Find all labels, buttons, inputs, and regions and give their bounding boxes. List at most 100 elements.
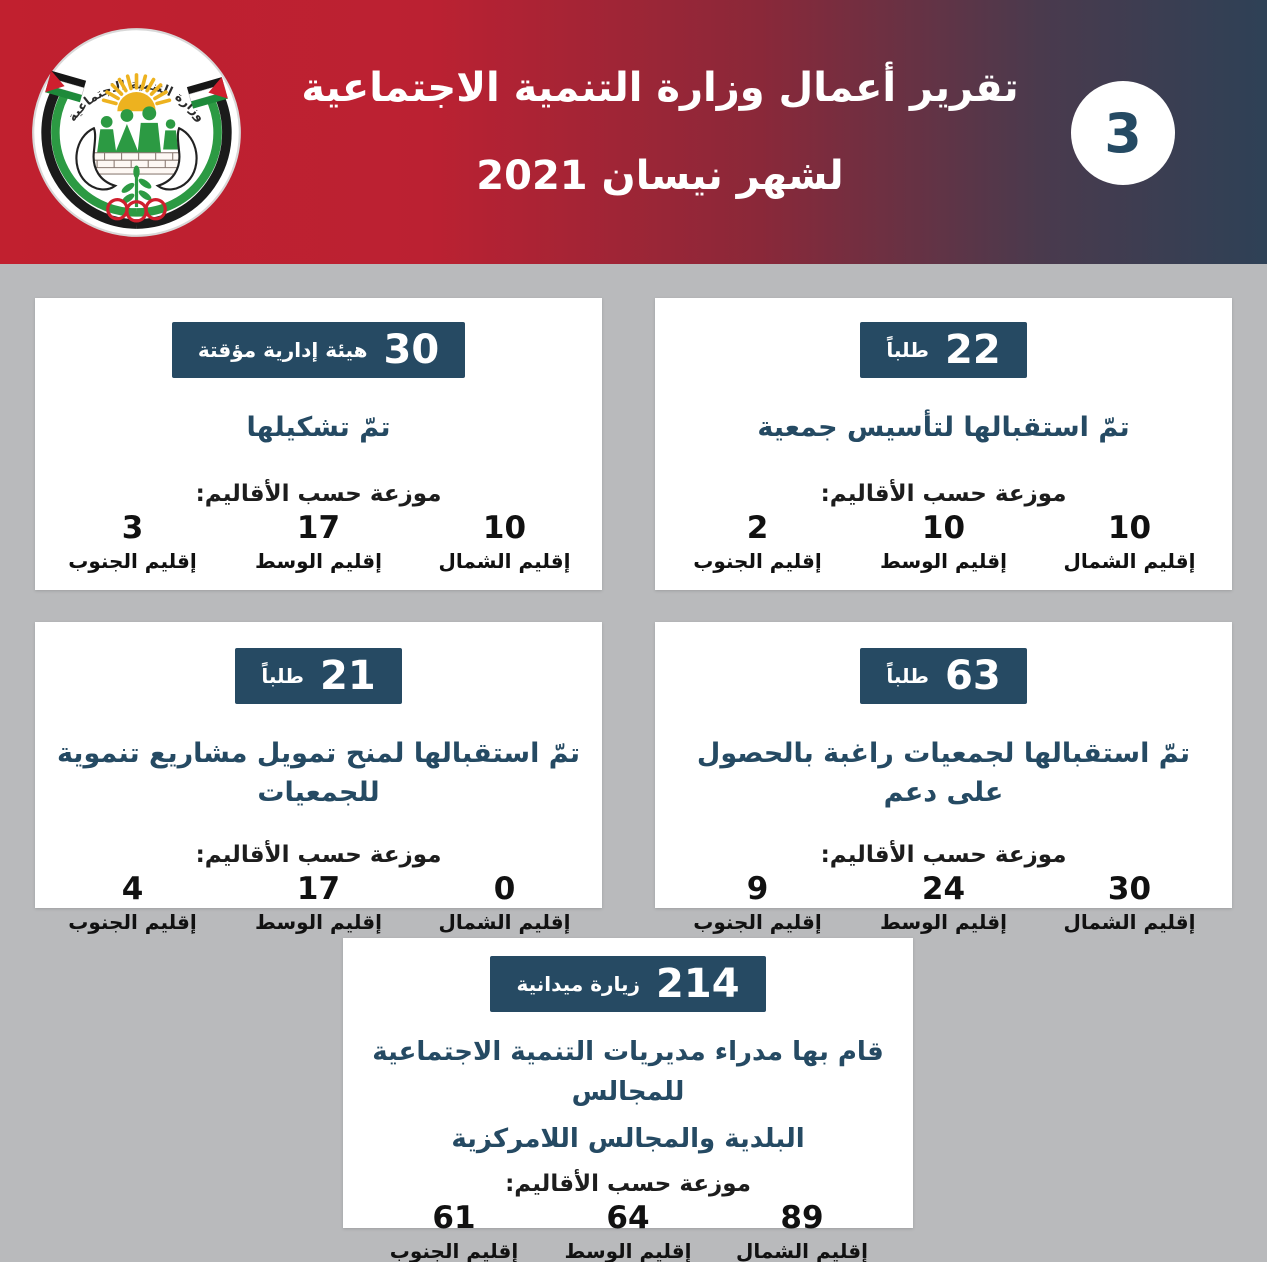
region-item-north: 30 إقليم الشمال bbox=[1054, 872, 1206, 934]
region-item-north: 10 إقليم الشمال bbox=[429, 510, 581, 573]
region-name: إقليم الجنوب bbox=[693, 909, 822, 934]
jordan-flag-icon-left bbox=[45, 70, 87, 103]
region-item-north: 89 إقليم الشمال bbox=[732, 1199, 872, 1262]
page-number: 3 bbox=[1104, 101, 1142, 165]
card-headline: تمّ استقبالها لتأسيس جمعية bbox=[757, 412, 1130, 443]
regions-label: موزعة حسب الأقاليم: bbox=[195, 842, 442, 869]
regions-row: 0 إقليم الشمال 17 إقليم الوسط 4 إقليم ال… bbox=[35, 872, 602, 934]
stat-badge: 22 طلباً bbox=[860, 322, 1027, 378]
card-field-visits: 214 زيارة ميدانية قام بها مدراء مديريات … bbox=[343, 938, 913, 1262]
region-item-south: 61 إقليم الجنوب bbox=[384, 1199, 524, 1262]
region-name: إقليم الوسط bbox=[255, 548, 382, 573]
region-value: 2 bbox=[746, 510, 769, 547]
card-temporary-admin-bodies: 30 هيئة إدارية مؤقتة تمّ تشكيلها موزعة ح… bbox=[35, 298, 602, 590]
region-name: إقليم الشمال bbox=[1063, 909, 1196, 934]
ministry-logo: وزارة التنمية الاجتماعية bbox=[30, 26, 243, 239]
region-name: إقليم الجنوب bbox=[389, 1238, 519, 1262]
wreath-green-left bbox=[51, 94, 137, 217]
card-headline-line2: البلدية والمجالس اللامركزية bbox=[451, 1123, 805, 1154]
region-value: 17 bbox=[296, 871, 341, 908]
region-value: 24 bbox=[921, 871, 966, 908]
region-item-north: 10 إقليم الشمال bbox=[1054, 510, 1206, 573]
region-item-north: 0 إقليم الشمال bbox=[429, 872, 581, 934]
card-headline: تمّ استقبالها لجمعيات راغبة بالحصول على … bbox=[696, 738, 1191, 809]
region-value: 61 bbox=[432, 1199, 476, 1236]
regions-row: 89 إقليم الشمال 64 إقليم الوسط 61 إقليم … bbox=[343, 1199, 913, 1262]
page-number-badge: 3 bbox=[1071, 81, 1175, 185]
region-name: إقليم الشمال bbox=[736, 1238, 868, 1262]
wreath-green-right bbox=[136, 94, 222, 217]
wreath-black-left bbox=[41, 87, 137, 229]
region-name: إقليم الشمال bbox=[1063, 548, 1196, 573]
badge-number: 63 bbox=[945, 653, 1001, 699]
region-value: 17 bbox=[296, 510, 341, 547]
region-name: إقليم الوسط bbox=[880, 909, 1007, 934]
region-item-south: 9 إقليم الجنوب bbox=[682, 872, 834, 934]
card-association-founding-requests: 22 طلباً تمّ استقبالها لتأسيس جمعية موزع… bbox=[655, 298, 1232, 590]
region-value: 10 bbox=[1107, 510, 1152, 547]
card-support-requests: 63 طلباً تمّ استقبالها لجمعيات راغبة بال… bbox=[655, 622, 1232, 934]
region-value: 9 bbox=[746, 871, 769, 908]
card-headline: تمّ استقبالها لمنح تمويل مشاريع تنموية ل… bbox=[56, 738, 581, 809]
page-title: تقرير أعمال وزارة التنمية الاجتماعية لشه… bbox=[250, 0, 1070, 264]
hands-icon bbox=[75, 126, 198, 191]
header-banner: وزارة التنمية الاجتماعية bbox=[0, 0, 1267, 264]
badge-number: 30 bbox=[383, 327, 440, 373]
region-name: إقليم الوسط bbox=[255, 909, 382, 934]
badge-number: 214 bbox=[656, 961, 740, 1007]
page-title-line1: تقرير أعمال وزارة التنمية الاجتماعية bbox=[301, 65, 1019, 111]
sun-disc bbox=[117, 92, 156, 112]
sun-icon bbox=[101, 73, 172, 106]
region-name: إقليم الشمال bbox=[438, 548, 571, 573]
badge-label: طلباً bbox=[886, 338, 930, 362]
badge-number: 22 bbox=[945, 327, 1001, 373]
region-name: إقليم الجنوب bbox=[693, 548, 822, 573]
regions-label: موزعة حسب الأقاليم: bbox=[820, 842, 1067, 869]
region-value: 10 bbox=[482, 510, 527, 547]
region-value: 30 bbox=[1107, 871, 1152, 908]
badge-label: طلباً bbox=[886, 664, 930, 688]
stat-badge: 30 هيئة إدارية مؤقتة bbox=[171, 322, 466, 378]
region-value: 10 bbox=[921, 510, 966, 547]
region-item-center: 17 إقليم الوسط bbox=[243, 510, 395, 573]
regions-label: موزعة حسب الأقاليم: bbox=[195, 481, 442, 508]
region-name: إقليم الجنوب bbox=[68, 548, 197, 573]
stat-badge: 214 زيارة ميدانية bbox=[490, 956, 766, 1012]
family-icon bbox=[97, 106, 179, 153]
badge-number: 21 bbox=[320, 653, 376, 699]
region-item-south: 2 إقليم الجنوب bbox=[682, 510, 834, 573]
stat-badge: 21 طلباً bbox=[235, 648, 402, 704]
card-headline: تمّ تشكيلها bbox=[246, 412, 391, 443]
ministry-logo-icon: وزارة التنمية الاجتماعية bbox=[32, 28, 241, 237]
badge-label: هيئة إدارية مؤقتة bbox=[197, 338, 368, 362]
wreath-black-right bbox=[136, 87, 232, 229]
region-value: 0 bbox=[493, 871, 516, 908]
rings-icon bbox=[106, 197, 167, 223]
region-item-center: 24 إقليم الوسط bbox=[868, 872, 1020, 934]
region-value: 89 bbox=[780, 1199, 824, 1236]
region-name: إقليم الشمال bbox=[438, 909, 571, 934]
badge-label: زيارة ميدانية bbox=[516, 972, 641, 996]
region-value: 4 bbox=[121, 871, 144, 908]
region-name: إقليم الوسط bbox=[880, 548, 1007, 573]
page-title-line2: لشهر نيسان 2021 bbox=[476, 153, 844, 199]
region-item-south: 4 إقليم الجنوب bbox=[57, 872, 209, 934]
region-item-center: 10 إقليم الوسط bbox=[868, 510, 1020, 573]
regions-row: 30 إقليم الشمال 24 إقليم الوسط 9 إقليم ا… bbox=[655, 872, 1232, 934]
regions-row: 10 إقليم الشمال 17 إقليم الوسط 3 إقليم ا… bbox=[35, 510, 602, 573]
region-value: 3 bbox=[121, 510, 144, 547]
region-item-center: 64 إقليم الوسط bbox=[558, 1199, 698, 1262]
card-headline: قام بها مدراء مديريات التنمية الاجتماعية… bbox=[372, 1037, 884, 1108]
card-project-funding-requests: 21 طلباً تمّ استقبالها لمنح تمويل مشاريع… bbox=[35, 622, 602, 934]
region-item-south: 3 إقليم الجنوب bbox=[57, 510, 209, 573]
region-name: إقليم الوسط bbox=[564, 1238, 692, 1262]
region-value: 64 bbox=[606, 1199, 650, 1236]
region-item-center: 17 إقليم الوسط bbox=[243, 872, 395, 934]
regions-label: موزعة حسب الأقاليم: bbox=[820, 481, 1067, 508]
stat-badge: 63 طلباً bbox=[860, 648, 1027, 704]
regions-label: موزعة حسب الأقاليم: bbox=[505, 1170, 751, 1197]
badge-label: طلباً bbox=[261, 664, 305, 688]
region-name: إقليم الجنوب bbox=[68, 909, 197, 934]
regions-row: 10 إقليم الشمال 10 إقليم الوسط 2 إقليم ا… bbox=[655, 510, 1232, 573]
